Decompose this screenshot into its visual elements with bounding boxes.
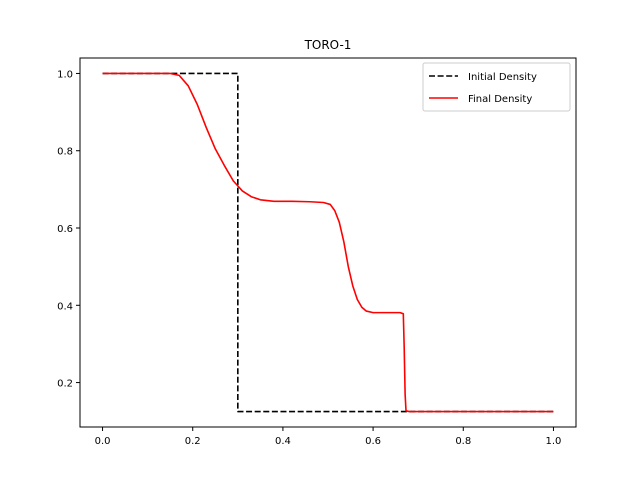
- y-tick-label: 0.6: [57, 224, 73, 235]
- y-tick-label: 0.2: [57, 379, 73, 390]
- x-tick-label: 0.8: [455, 436, 471, 447]
- legend-label-initial-density: Initial Density: [468, 72, 537, 83]
- y-tick-label: 0.4: [57, 301, 73, 312]
- x-tick-label: 1.0: [546, 436, 562, 447]
- series-line-final-density: [102, 72, 554, 413]
- chart-title: TORO-1: [304, 38, 352, 52]
- legend-label-final-density: Final Density: [468, 94, 532, 105]
- plot-frame: [79, 57, 577, 428]
- x-tick-label: 0.2: [185, 436, 201, 447]
- x-tick-label: 0.0: [95, 436, 111, 447]
- series-line-initial-density: [102, 72, 554, 413]
- y-tick-label: 0.8: [57, 147, 73, 158]
- x-tick-label: 0.6: [365, 436, 381, 447]
- y-tick-label: 1.0: [57, 69, 73, 80]
- legend: Initial Density Final Density: [422, 62, 571, 112]
- legend-box: [422, 62, 571, 112]
- x-tick-label: 0.4: [275, 436, 291, 447]
